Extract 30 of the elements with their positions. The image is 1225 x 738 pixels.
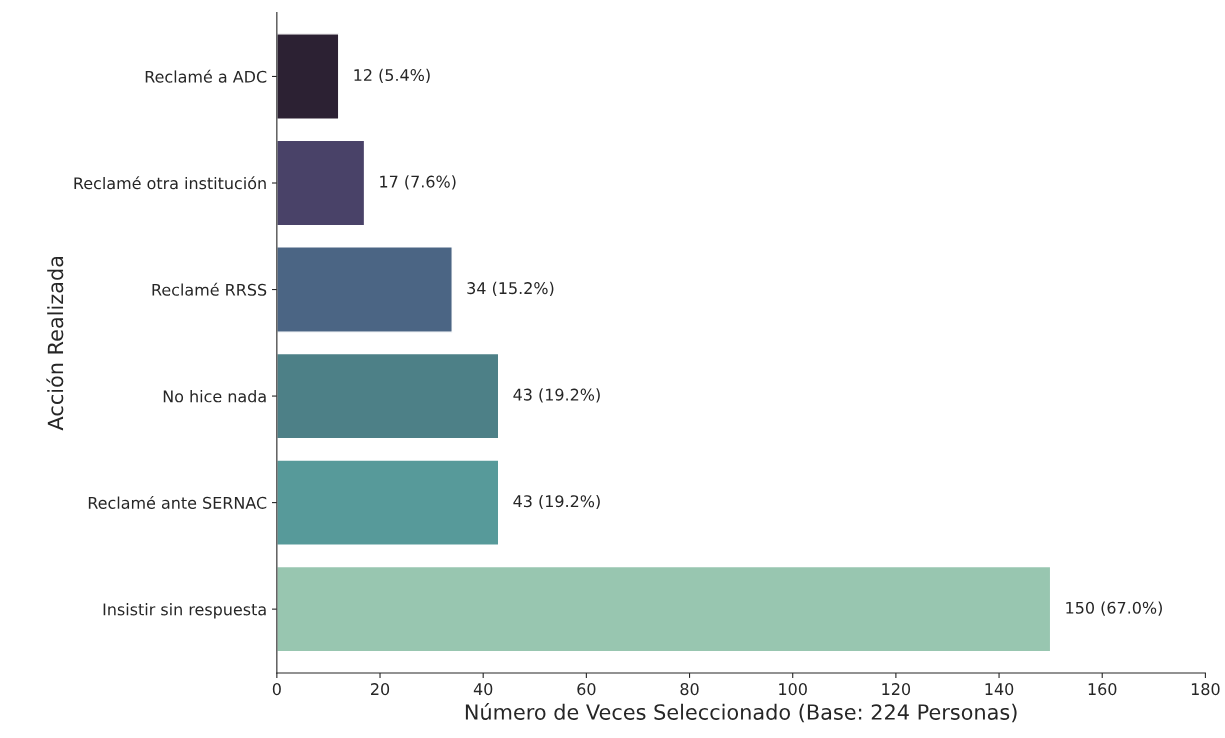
y-tick-label: No hice nada <box>163 390 266 403</box>
y-tick-label: Reclamé RRSS <box>152 282 267 296</box>
x-tick-label: 180 <box>1191 683 1220 696</box>
bar <box>276 565 1052 653</box>
x-axis-title: Número de Veces Seleccionado (Base: 224 Personas) <box>465 702 1017 723</box>
x-tick-label: 80 <box>680 683 699 696</box>
x-tick-label: 100 <box>779 683 807 696</box>
data-label: 43 (19.2%) <box>513 494 600 510</box>
bar <box>276 246 453 333</box>
x-tick-label: 120 <box>882 683 911 696</box>
x-tick-label: 160 <box>1088 683 1117 696</box>
x-tick-label: 60 <box>577 683 596 696</box>
y-tick-label: Reclamé otra institución <box>74 176 266 190</box>
data-label: 150 (67.0%) <box>1066 601 1162 616</box>
data-label: 17 (7.6%) <box>380 175 456 190</box>
y-tick-label: Reclamé ante SERNAC <box>88 495 267 509</box>
x-tick-label: 40 <box>473 683 493 696</box>
x-tick-label: 20 <box>371 683 390 696</box>
y-axis-title: Acción Realizada <box>46 256 64 431</box>
data-label: 43 (19.2%) <box>513 388 600 403</box>
y-tick-label: Insistir sin respuesta <box>103 603 266 619</box>
bar <box>276 459 500 546</box>
y-tick-label: Reclamé a ADC <box>145 69 267 83</box>
bar <box>276 33 340 120</box>
x-tick-label: 140 <box>985 683 1014 696</box>
data-label: 12 (5.4%) <box>354 68 430 83</box>
bar <box>276 139 366 227</box>
bar <box>276 352 500 440</box>
data-label: 34 (15.2%) <box>467 281 554 297</box>
x-tick-label: 0 <box>272 683 281 696</box>
